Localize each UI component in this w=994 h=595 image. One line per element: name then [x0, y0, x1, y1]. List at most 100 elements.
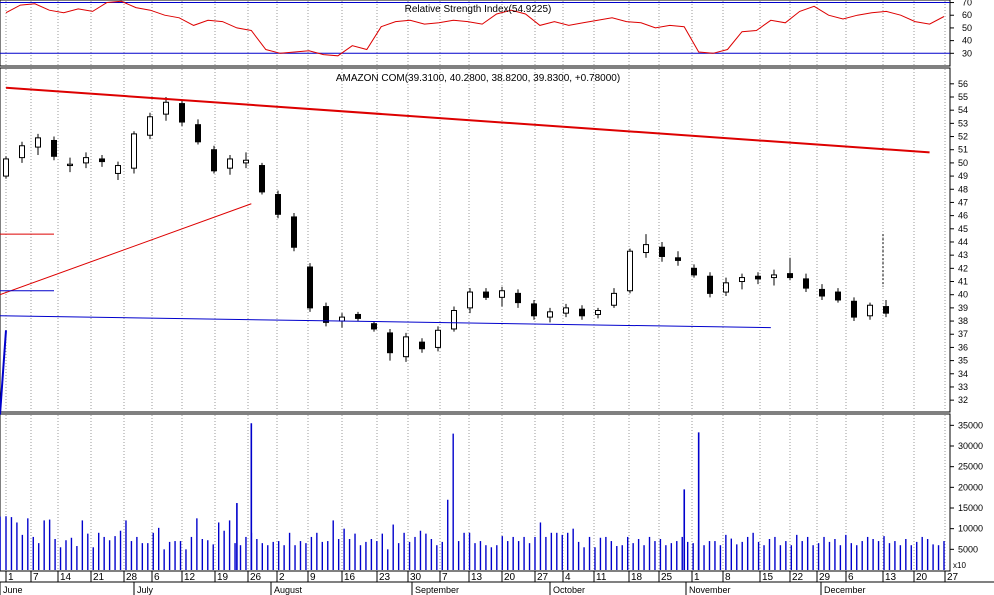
- candle-body: [803, 278, 809, 289]
- trend-line: [0, 330, 7, 415]
- candle-body: [3, 158, 9, 177]
- candle-body: [51, 139, 57, 157]
- x-day-label: 13: [471, 572, 483, 583]
- price-tick-label: 36: [958, 342, 968, 352]
- candle-body: [163, 101, 169, 115]
- rsi-tick-label: 50: [962, 23, 972, 33]
- trend-line: [0, 203, 252, 296]
- candle-body: [227, 158, 233, 169]
- candle-body: [723, 282, 729, 293]
- rsi-tick-label: 40: [962, 36, 972, 46]
- price-tick-label: 47: [958, 197, 968, 207]
- price-tick-label: 35: [958, 356, 968, 366]
- x-day-label: 7: [442, 572, 448, 583]
- price-tick-label: 52: [958, 132, 968, 142]
- price-tick-label: 34: [958, 369, 968, 379]
- x-day-label: 15: [762, 572, 774, 583]
- candle-body: [83, 157, 89, 164]
- x-day-label: 23: [379, 572, 391, 583]
- x-day-label: 29: [819, 572, 831, 583]
- x-day-label: 13: [885, 572, 897, 583]
- candle-body: [531, 303, 537, 317]
- volume-multiplier-label: x10: [953, 561, 966, 570]
- x-day-label: 20: [504, 572, 516, 583]
- x-day-label: 27: [947, 572, 959, 583]
- candle-body: [595, 310, 601, 315]
- x-day-label: 4: [565, 572, 571, 583]
- rsi-panel: [0, 0, 951, 67]
- volume-tick-label: 5000: [958, 544, 978, 554]
- candle-body: [339, 316, 345, 322]
- candle-body: [787, 273, 793, 279]
- volume-tick-label: 25000: [958, 462, 983, 472]
- candle-body: [131, 133, 137, 169]
- price-tick-label: 38: [958, 316, 968, 326]
- x-day-label: 27: [537, 572, 549, 583]
- price-tick-label: 33: [958, 382, 968, 392]
- volume-tick-label: 35000: [958, 420, 983, 430]
- rsi-tick-label: 30: [962, 48, 972, 58]
- x-day-label: 28: [126, 572, 138, 583]
- x-day-label: 21: [93, 572, 105, 583]
- x-day-label: 18: [631, 572, 643, 583]
- candle-body: [259, 165, 265, 193]
- price-tick-label: 49: [958, 171, 968, 181]
- rsi-tick-label: 70: [962, 0, 972, 8]
- candle-body: [403, 336, 409, 358]
- candle-body: [451, 310, 457, 330]
- candle-body: [659, 246, 665, 257]
- price-tick-label: 41: [958, 277, 968, 287]
- price-tick-label: 50: [958, 158, 968, 168]
- x-day-label: 1: [694, 572, 700, 583]
- candle-body: [611, 292, 617, 306]
- x-day-label: 20: [916, 572, 928, 583]
- candle-body: [99, 158, 105, 163]
- x-day-label: 25: [661, 572, 673, 583]
- candle-body: [579, 308, 585, 317]
- candle-body: [835, 291, 841, 301]
- candle-body: [323, 306, 329, 323]
- rsi-title: Relative Strength Index(54.9225): [405, 4, 552, 15]
- volume-tick-label: 15000: [958, 503, 983, 513]
- candle-body: [67, 163, 73, 167]
- price-tick-label: 55: [958, 92, 968, 102]
- candle-body: [371, 323, 377, 330]
- price-tick-label: 32: [958, 395, 968, 405]
- price-tick-label: 37: [958, 329, 968, 339]
- price-tick-label: 53: [958, 118, 968, 128]
- price-tick-label: 39: [958, 303, 968, 313]
- candle-body: [307, 266, 313, 309]
- candle-body: [707, 275, 713, 294]
- price-tick-label: 51: [958, 145, 968, 155]
- x-day-label: 7: [33, 572, 39, 583]
- candle-body: [387, 332, 393, 354]
- price-tick-label: 45: [958, 224, 968, 234]
- candle-body: [691, 267, 697, 276]
- candle-body: [243, 159, 249, 164]
- x-month-label: November: [689, 585, 731, 595]
- x-month-label: July: [137, 585, 154, 595]
- price-panel: [0, 67, 951, 413]
- candle-body: [419, 341, 425, 350]
- x-day-label: 22: [792, 572, 804, 583]
- x-month-label: December: [824, 585, 866, 595]
- candle-body: [627, 250, 633, 292]
- candle-body: [883, 306, 889, 314]
- candle-body: [179, 103, 185, 123]
- price-layer: [0, 86, 930, 415]
- x-day-label: 11: [596, 572, 607, 583]
- candle-body: [275, 194, 281, 215]
- candle-body: [675, 257, 681, 261]
- trend-line: [5, 86, 930, 154]
- rsi-line: [5, 0, 945, 57]
- candle-body: [483, 291, 489, 298]
- candle-body: [515, 292, 521, 304]
- x-day-label: 14: [60, 572, 72, 583]
- price-tick-label: 48: [958, 184, 968, 194]
- volume-tick-label: 20000: [958, 482, 983, 492]
- candle-body: [643, 244, 649, 254]
- price-tick-label: 40: [958, 290, 968, 300]
- candle-body: [435, 329, 441, 348]
- x-day-label: 1: [8, 572, 14, 583]
